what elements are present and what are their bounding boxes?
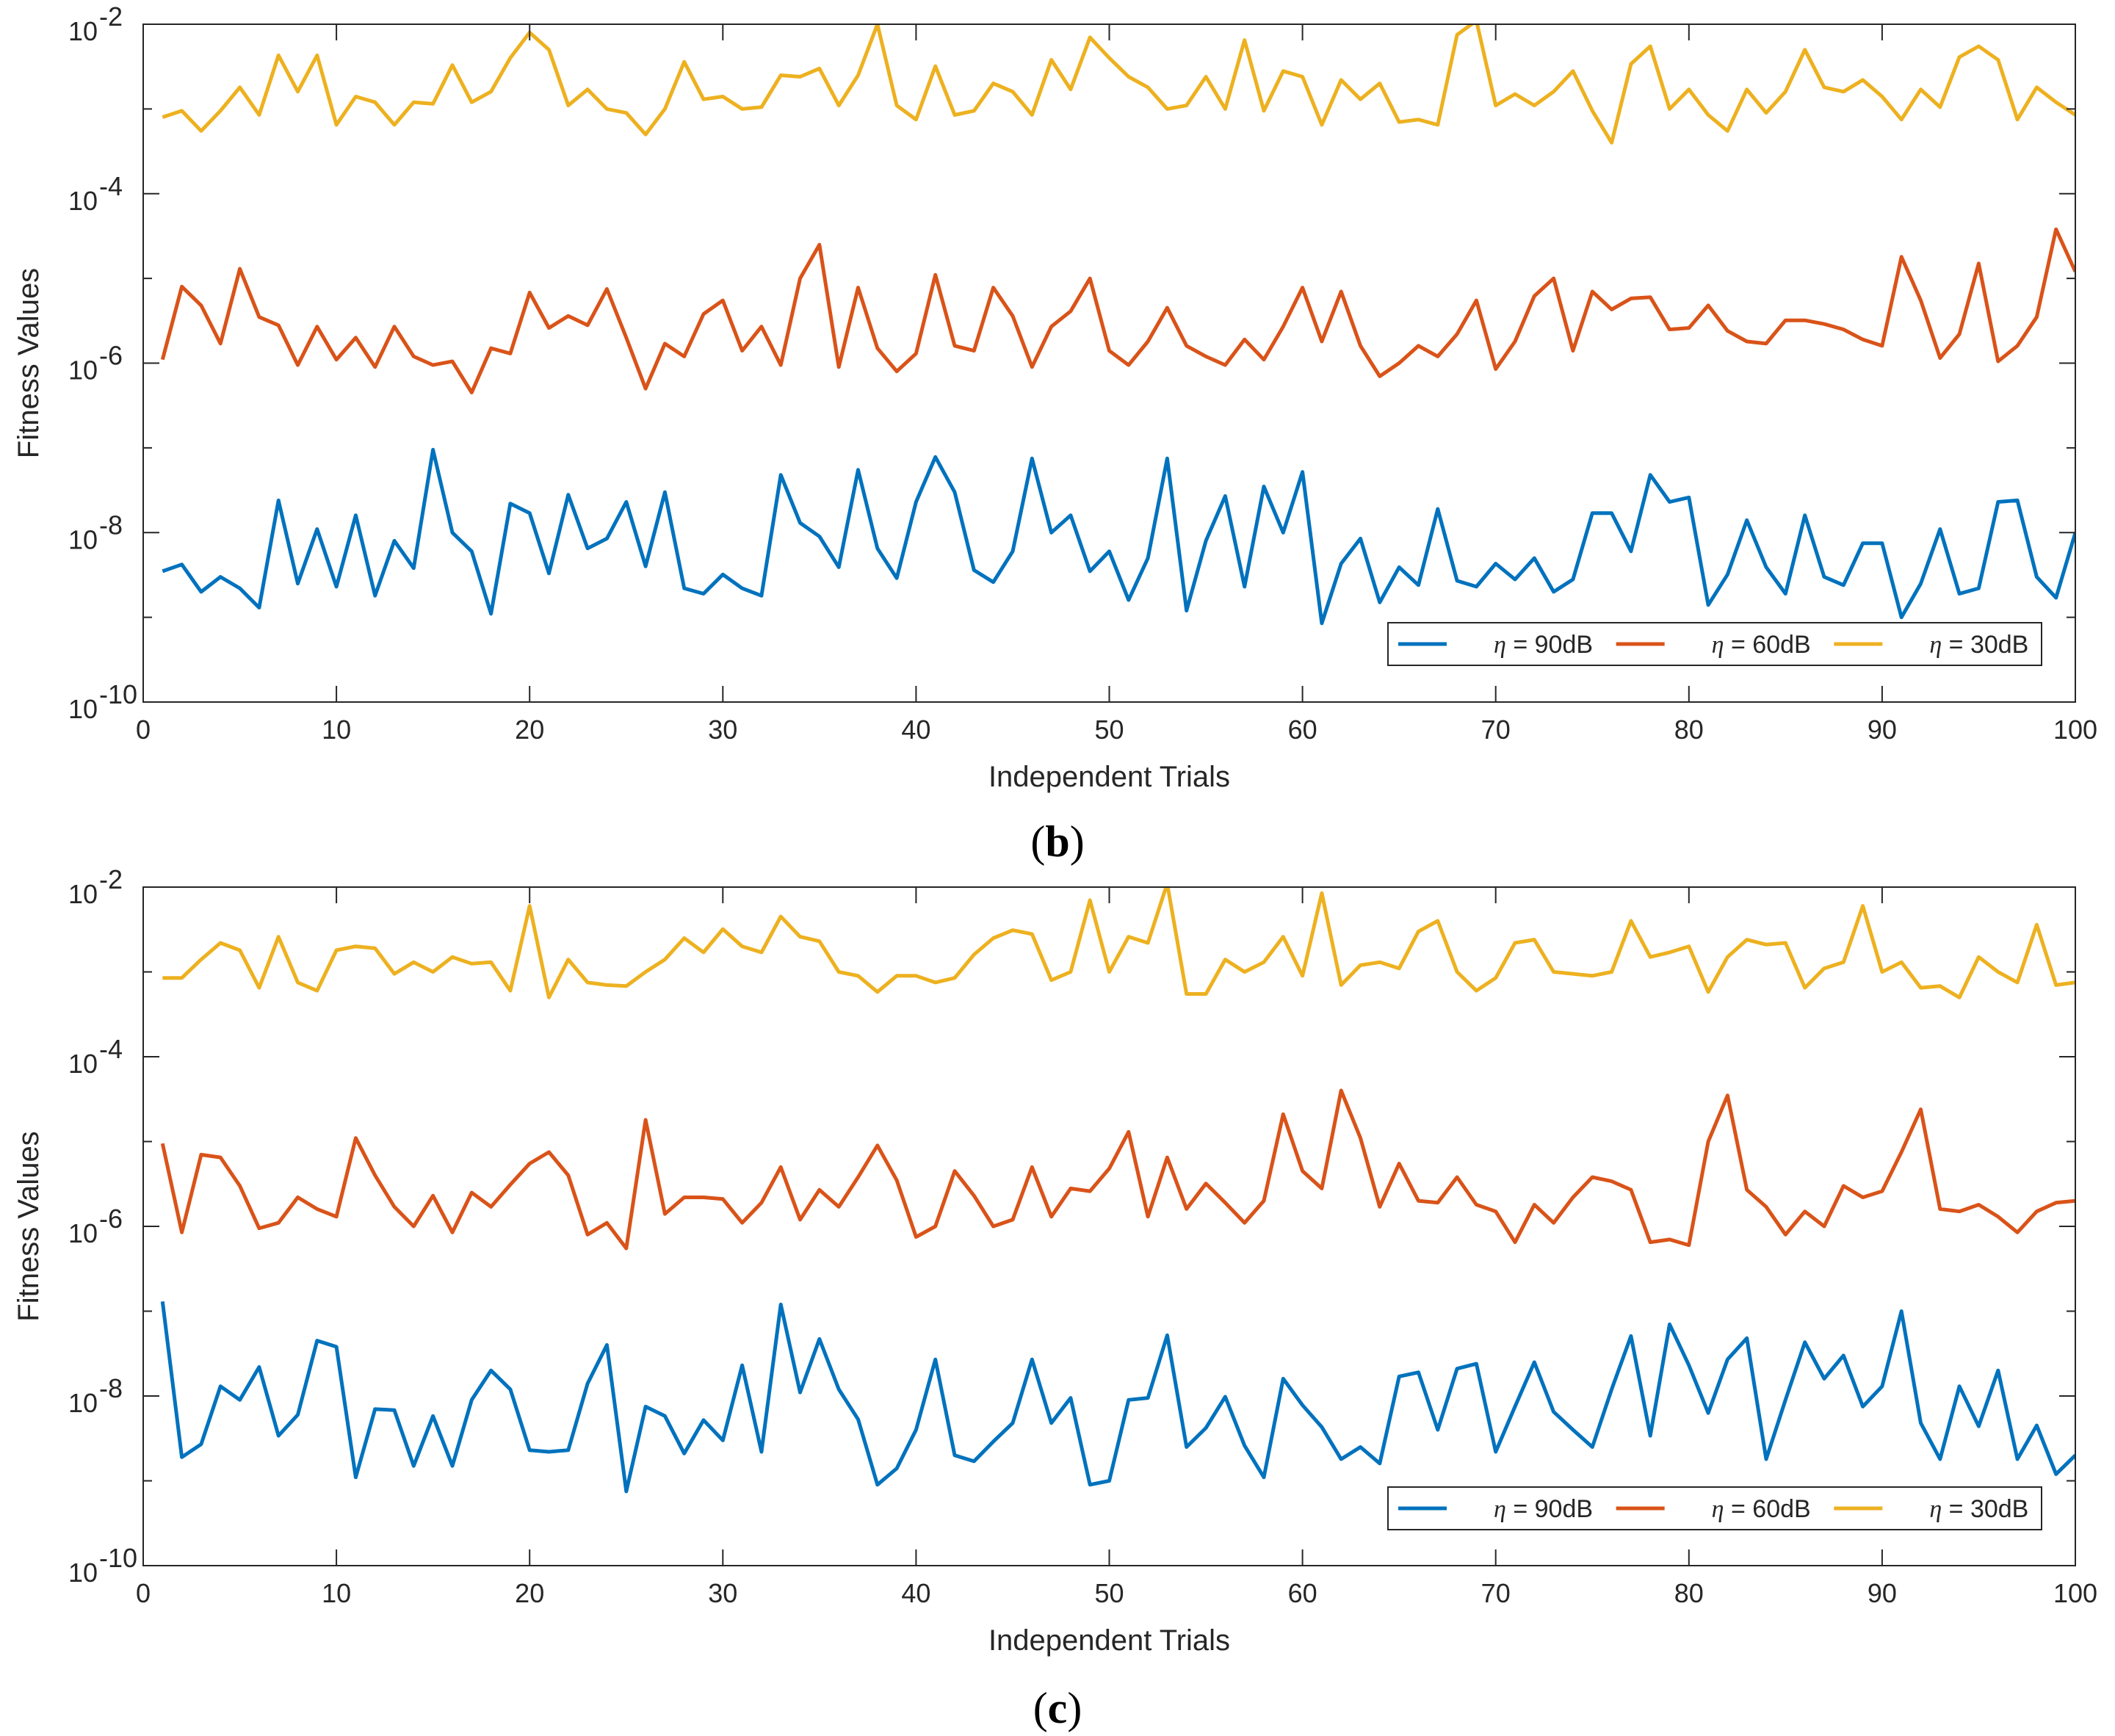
panel-c-series-90dB-line — [160, 1301, 2075, 1494]
panel-b-xtick-label: 70 — [1481, 715, 1511, 745]
panel-b-legend-box — [1387, 622, 2042, 666]
panel-c-xtick-label: 90 — [1868, 1578, 1897, 1608]
panel-c-legend-label-90dB: η = 90dB — [1494, 1495, 1593, 1523]
panel-c-legend-value: = 60dB — [1724, 1495, 1811, 1523]
panel-c-caption-open: ( — [1033, 1684, 1048, 1732]
panel-b-caption-close: ) — [1070, 817, 1085, 866]
panel-b-ytick-exponent: -2 — [99, 1, 123, 32]
panel-b-legend: η = 90dB η = 60dB η = 30dB — [1387, 622, 2042, 666]
panel-b-y-axis-label: Fitness Values — [12, 268, 45, 458]
panel-b-caption-open: ( — [1030, 817, 1045, 866]
panel-c-xtick-label: 60 — [1288, 1578, 1317, 1608]
panel-c-ytick-label: 10 — [68, 1388, 98, 1418]
panel-c-xtick-label: 10 — [322, 1578, 351, 1608]
panel-b-xtick-label: 20 — [515, 715, 544, 745]
panel-b-legend-symbol: η — [1494, 632, 1506, 659]
panel-c-legend-label-60dB: η = 60dB — [1712, 1495, 1811, 1523]
panel-b-ytick-label: 10 — [68, 186, 98, 216]
panel-c-xtick-label: 70 — [1481, 1578, 1511, 1608]
panel-c-series-30dB-line — [162, 887, 2075, 999]
panel-c-xtick-label: 30 — [708, 1578, 737, 1608]
panel-c-xtick-label: 40 — [901, 1578, 930, 1608]
panel-b-xtick-label: 50 — [1094, 715, 1124, 745]
panel-b-legend-label-60dB: η = 60dB — [1712, 631, 1811, 659]
panel-c-legend-box — [1387, 1486, 2042, 1530]
panel-c-axes-box — [142, 886, 2076, 1566]
panel-b-legend-symbol: η — [1929, 632, 1942, 659]
panel-c-ytick-label: 10 — [68, 1218, 98, 1248]
panel-c-ytick-exponent: -6 — [99, 1204, 123, 1234]
panel-b-xtick-label: 40 — [901, 715, 930, 745]
panel-b-ytick-label: 10 — [68, 16, 98, 46]
panel-c-legend-symbol: η — [1929, 1496, 1942, 1523]
panel-b-caption-letter: b — [1045, 817, 1069, 866]
panel-b-xtick-label: 80 — [1674, 715, 1704, 745]
panel-b-ytick-label: 10 — [68, 355, 98, 386]
panel-c-ytick-label: 10 — [68, 879, 98, 909]
panel-b-x-axis-label: Independent Trials — [988, 761, 1230, 793]
panel-c-ytick-exponent: -10 — [99, 1543, 137, 1573]
panel-b-series-60dB-line — [160, 227, 2075, 394]
panel-b-xtick-label: 0 — [136, 715, 151, 745]
panel-c-xtick-label: 80 — [1674, 1578, 1704, 1608]
panel-c-legend: η = 90dB η = 60dB η = 30dB — [1387, 1486, 2042, 1530]
panel-b-legend-label-30dB: η = 30dB — [1929, 631, 2028, 659]
panel-c-xtick-label: 0 — [136, 1578, 151, 1608]
panel-c-xtick-label: 100 — [2053, 1578, 2097, 1608]
panel-b-ytick-exponent: -4 — [99, 171, 123, 201]
panel-b-caption: (b) — [1030, 817, 1084, 866]
panel-c-legend-label-30dB: η = 30dB — [1929, 1495, 2028, 1523]
panel-c-xtick-label: 20 — [515, 1578, 544, 1608]
panel-b-legend-label-90dB: η = 90dB — [1494, 631, 1593, 659]
panel-c-series-60dB-line — [160, 1088, 2075, 1251]
panel-c-caption-letter: c — [1048, 1684, 1068, 1732]
panel-b-ytick-exponent: -8 — [99, 510, 123, 540]
panel-c-ytick-label: 10 — [68, 1558, 98, 1588]
panel-c-y-axis-label: Fitness Values — [12, 1131, 45, 1321]
panel-b-xtick-label: 60 — [1288, 715, 1317, 745]
panel-c-ytick-label: 10 — [68, 1049, 98, 1079]
panel-b-ytick-label: 10 — [68, 524, 98, 554]
panel-c-legend-symbol: η — [1712, 1496, 1724, 1523]
panel-c-ytick-exponent: -8 — [99, 1373, 123, 1403]
panel-c-legend-value: = 30dB — [1942, 1495, 2028, 1523]
panel-b-xtick-label: 10 — [322, 715, 351, 745]
panel-b-legend-value: = 30dB — [1942, 631, 2028, 659]
panel-c-legend-symbol: η — [1494, 1496, 1506, 1523]
panel-b-legend-value: = 60dB — [1724, 631, 1811, 659]
panel-b-legend-value: = 90dB — [1506, 631, 1593, 659]
panel-b-series-90dB-line — [162, 447, 2075, 626]
panel-c-x-axis-label: Independent Trials — [988, 1624, 1230, 1657]
panel-c-ytick-exponent: -4 — [99, 1034, 123, 1064]
panel-b-legend-symbol: η — [1712, 632, 1724, 659]
panel-b-ytick-exponent: -10 — [99, 679, 137, 709]
panel-c-xtick-label: 50 — [1094, 1578, 1124, 1608]
panel-b-xtick-label: 90 — [1868, 715, 1897, 745]
panel-b-ytick-label: 10 — [68, 694, 98, 724]
panel-c-caption: (c) — [1033, 1684, 1082, 1732]
panel-b-ytick-exponent: -6 — [99, 341, 123, 371]
panel-b-xtick-label: 30 — [708, 715, 737, 745]
panel-c-ytick-exponent: -2 — [99, 864, 123, 894]
panel-c-legend-value: = 90dB — [1506, 1495, 1593, 1523]
panel-b-xtick-label: 100 — [2053, 715, 2097, 745]
panel-b-series-30dB-line — [162, 24, 2075, 145]
panel-c-caption-close: ) — [1067, 1684, 1082, 1732]
